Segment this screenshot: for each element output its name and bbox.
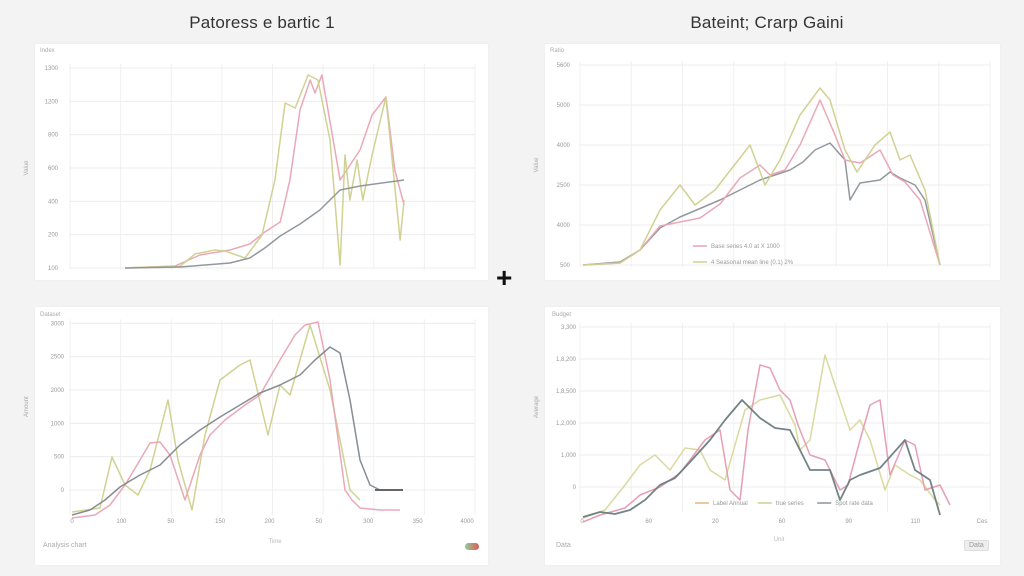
series-pink-line (125, 74, 405, 269)
y-tick-label: 1200 (45, 99, 59, 105)
x-tick-label: 20 (712, 519, 719, 525)
y-tick-label: 2500 (51, 355, 65, 361)
chart-3: 0 1,000 1,2,000 1,8,500 1,8,200 3,300 0 60 20 60 9… (534, 312, 991, 543)
y-tick-label: 1000 (51, 421, 65, 427)
chart-title-right: Bateint; Crarp Gaini (690, 13, 844, 32)
x-tick-label: 4000 (460, 519, 474, 525)
y-tick-label: 1,8,200 (556, 357, 577, 363)
y-tick-label: 2000 (51, 388, 65, 394)
x-tick-label: 90 (845, 519, 852, 525)
y-tick-label: 3,300 (561, 325, 577, 331)
y-tick-label: 1,8,500 (556, 389, 577, 395)
series-pink-line (582, 99, 941, 266)
chart-title-left: Patoress e bartic 1 (189, 13, 335, 32)
chart-panel-top-right (545, 44, 1000, 280)
series-gray-line (71, 346, 381, 516)
footer-label-bottom-right: Data (556, 542, 571, 549)
x-tick-label: 150 (215, 519, 226, 525)
plus-icon[interactable]: + (496, 262, 513, 293)
y-axis-title: Budget (552, 312, 571, 318)
y-tick-label: 500 (560, 263, 571, 269)
x-tick-label: 50 (316, 519, 323, 525)
x-tick-label: 350 (413, 519, 424, 525)
y-axis-title: Dataset (40, 312, 61, 318)
chart-0: 100 200 400 600 800 1200 1300 Value Index (24, 48, 476, 272)
y-tick-label: 1300 (45, 66, 59, 72)
series-pink-line (71, 321, 400, 519)
legend-label: true series (776, 501, 804, 507)
chart-1: 500 4000 2500 4000 5000 5600 Value Ratio Base se… (534, 48, 991, 269)
series-gray-line (125, 179, 405, 269)
data-button[interactable]: Data (964, 540, 989, 551)
y-tick-label: 2500 (557, 183, 571, 189)
series-teal-line (582, 399, 941, 518)
x-tick-label: 110 (911, 519, 921, 525)
legend-label: Label Annual (713, 501, 748, 507)
y-axis-label: Value (534, 157, 540, 173)
x-tick-label: 300 (363, 519, 374, 525)
y-tick-label: 3000 (51, 321, 65, 327)
legend-label: Base series 4.0 at X 1000 (711, 244, 780, 250)
series-gray-line (582, 142, 941, 266)
chart-panel-bottom-right (545, 307, 1000, 565)
y-tick-label: 100 (48, 266, 59, 272)
x-tick-label: 60 (645, 519, 652, 525)
x-axis-label: Time (268, 539, 282, 545)
x-tick-label: 60 (779, 519, 786, 525)
series-olive-line (71, 324, 361, 513)
y-tick-label: 0 (573, 485, 577, 491)
y-axis-label: Amount (24, 396, 30, 417)
y-axis-title: Index (40, 48, 55, 54)
y-tick-label: 5600 (557, 63, 571, 69)
x-tick-label: Ces (977, 519, 988, 525)
series-pink-line (582, 364, 951, 523)
y-tick-label: 4000 (557, 223, 571, 229)
y-tick-label: 500 (54, 455, 65, 461)
x-tick-label: 0 (580, 519, 584, 525)
x-tick-label: 0 (70, 519, 74, 525)
legend-label: 4 Seasonal mean line (0.1) 2% (711, 260, 794, 266)
chart-panel-bottom-left (35, 307, 488, 565)
y-tick-label: 1,2,000 (556, 421, 577, 427)
x-tick-label: 50 (167, 519, 174, 525)
series-olive-line (125, 74, 405, 269)
legend-label: Spot rate data (835, 501, 873, 507)
y-axis-title: Ratio (550, 48, 565, 54)
y-axis-label: Average (534, 395, 540, 418)
y-tick-label: 800 (48, 133, 59, 139)
footer-label-bottom-left: Analysis chart (43, 542, 87, 549)
x-tick-label: 100 (116, 519, 127, 525)
y-tick-label: 5000 (557, 103, 571, 109)
y-axis-label: Value (24, 160, 30, 176)
series-olive-line (582, 87, 941, 266)
y-tick-label: 0 (61, 488, 65, 494)
toggle-switch[interactable] (465, 543, 479, 550)
chart-panel-top-left (35, 44, 488, 280)
x-axis-label: Unit (774, 537, 785, 543)
x-tick-label: 200 (264, 519, 275, 525)
series-olive-line (582, 354, 941, 519)
chart-2: 0 500 1000 2000 2500 3000 0 100 50 150 200 50 300 350… (24, 312, 476, 545)
y-tick-label: 1,000 (561, 453, 577, 459)
y-tick-label: 600 (48, 166, 59, 172)
y-tick-label: 4000 (557, 143, 571, 149)
y-tick-label: 200 (48, 233, 59, 239)
y-tick-label: 400 (48, 199, 59, 205)
